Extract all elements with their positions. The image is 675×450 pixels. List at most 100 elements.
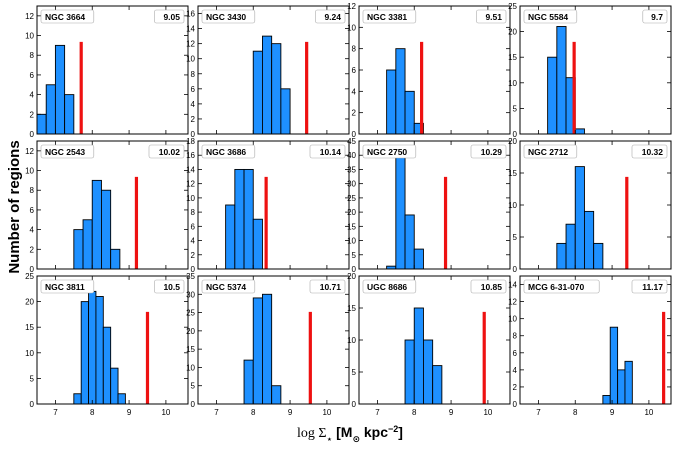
y-tick-label: 0	[352, 265, 357, 274]
histogram-bar	[64, 94, 75, 135]
y-tick-label: 0	[191, 130, 196, 139]
y-tick-label: 5	[513, 233, 518, 242]
x-axis-label-units-close: ]	[398, 424, 403, 440]
galaxy-name-label: NGC 3381	[367, 12, 407, 22]
x-tick-label: 7	[53, 408, 58, 417]
panel-4: 0 5 10 15 20 25 NGC 5584 9.7	[508, 2, 672, 139]
y-tick-label: 15	[186, 345, 195, 354]
galaxy-name-box	[523, 144, 578, 159]
y-tick-label: 16	[186, 151, 195, 160]
galaxy-name-label: NGC 3664	[45, 12, 85, 22]
histogram-bar	[225, 204, 236, 270]
y-tick-label: 10	[186, 55, 195, 64]
y-tick-label: 15	[508, 169, 517, 178]
y-tick-label: 12	[186, 40, 195, 49]
histogram-bar	[91, 179, 102, 270]
galaxy-name-box	[201, 279, 256, 294]
y-tick-label: 8	[191, 208, 196, 217]
x-tick-label: 8	[251, 408, 256, 417]
y-tick-label: 14	[508, 281, 517, 290]
panel-frame	[197, 140, 350, 270]
mass-label: 10.32	[642, 147, 664, 157]
mass-label-box	[476, 9, 507, 24]
y-tick-label: 10	[508, 315, 517, 324]
galaxy-name-label: NGC 3430	[206, 12, 246, 22]
mass-label-box	[642, 9, 668, 24]
panel-11: 0 5 10 15 20 7 8 9 10 UGC 8686 10.85	[347, 272, 511, 417]
galaxy-name-label: NGC 2712	[528, 147, 568, 157]
x-tick-label: 8	[573, 408, 578, 417]
y-tick-label: 15	[25, 323, 34, 332]
histogram-bar	[243, 168, 254, 270]
galaxy-name-label: NGC 3686	[206, 147, 246, 157]
panel-frame	[36, 140, 189, 270]
y-tick-label: 10	[508, 79, 517, 88]
histogram-bar	[36, 113, 47, 135]
panel-10: 0 5 10 15 20 25 30 35 7 8 9 10 NGC 5374 10.71	[186, 272, 350, 417]
galaxy-name-box	[362, 279, 417, 294]
x-tick-label: 9	[127, 408, 132, 417]
x-tick-label: 7	[214, 408, 219, 417]
mass-label-box	[631, 279, 668, 294]
histogram-bar	[88, 290, 97, 405]
y-tick-label: 4	[30, 91, 35, 100]
galaxy-name-box	[523, 9, 578, 24]
y-tick-label: 25	[25, 272, 34, 281]
y-tick-label: 0	[352, 130, 357, 139]
panel-frame	[358, 140, 511, 270]
y-tick-label: 0	[191, 265, 196, 274]
y-tick-label: 10	[186, 194, 195, 203]
y-tick-label: 12	[25, 147, 34, 156]
histogram-bar	[413, 248, 424, 270]
mass-label: 10.29	[481, 147, 503, 157]
y-tick-label: 5	[191, 382, 196, 391]
mass-label-box	[154, 279, 185, 294]
y-tick-label: 0	[513, 130, 518, 139]
histogram-bar	[73, 393, 82, 405]
panel-frame	[197, 5, 350, 135]
y-tick-label: 6	[30, 71, 35, 80]
panel-5: 0 2 4 6 8 10 12 NGC 2543 10.02	[25, 140, 189, 274]
y-tick-label: 4	[191, 237, 196, 246]
y-tick-label: 0	[513, 400, 518, 409]
y-tick-label: 5	[352, 368, 357, 377]
y-tick-label: 20	[508, 28, 517, 37]
panel-12: 0 2 4 6 8 10 12 14 7 8 9 10 MCG 6-31-070 11.17	[508, 275, 672, 417]
y-tick-label: 35	[186, 272, 195, 281]
x-tick-label: 10	[161, 408, 170, 417]
y-tick-label: 2	[30, 110, 35, 119]
histogram-bar	[252, 297, 263, 405]
histogram-bar	[243, 359, 254, 405]
panel-frame	[358, 5, 511, 135]
histogram-bar	[547, 56, 558, 135]
x-tick-label: 10	[644, 408, 653, 417]
mass-label: 9.24	[324, 12, 341, 22]
y-tick-label: 20	[347, 272, 356, 281]
mass-label: 10.14	[320, 147, 342, 157]
galaxy-name-label: MCG 6-31-070	[528, 282, 584, 292]
histogram-bar	[404, 90, 415, 135]
y-tick-label: 10	[347, 237, 356, 246]
panel-3: 0 2 4 6 8 10 12 NGC 3381 9.51	[347, 2, 511, 139]
y-tick-label: 20	[508, 137, 517, 146]
histogram-bar	[271, 385, 282, 405]
y-tick-label: 6	[191, 85, 196, 94]
histogram-bar	[262, 293, 273, 405]
histogram-bar	[252, 50, 263, 135]
y-tick-label: 10	[25, 32, 34, 41]
x-axis-label-exponent: −2	[388, 424, 398, 434]
y-tick-label: 14	[186, 25, 195, 34]
histogram-bar	[395, 151, 406, 270]
galaxy-name-box	[201, 144, 256, 159]
panel-9: 0 5 10 15 20 25 7 8 9 10 NGC 3811 10.5	[25, 272, 189, 417]
mass-label-box	[470, 144, 507, 159]
histogram-bar	[624, 360, 633, 405]
histogram-bar	[100, 189, 112, 270]
y-tick-label: 25	[508, 2, 517, 11]
galaxy-name-label: NGC 5374	[206, 282, 246, 292]
y-tick-label: 10	[186, 363, 195, 372]
y-tick-label: 20	[347, 208, 356, 217]
histogram-bar	[73, 229, 84, 270]
histogram-bar	[80, 301, 90, 405]
histogram-bar	[234, 168, 245, 270]
